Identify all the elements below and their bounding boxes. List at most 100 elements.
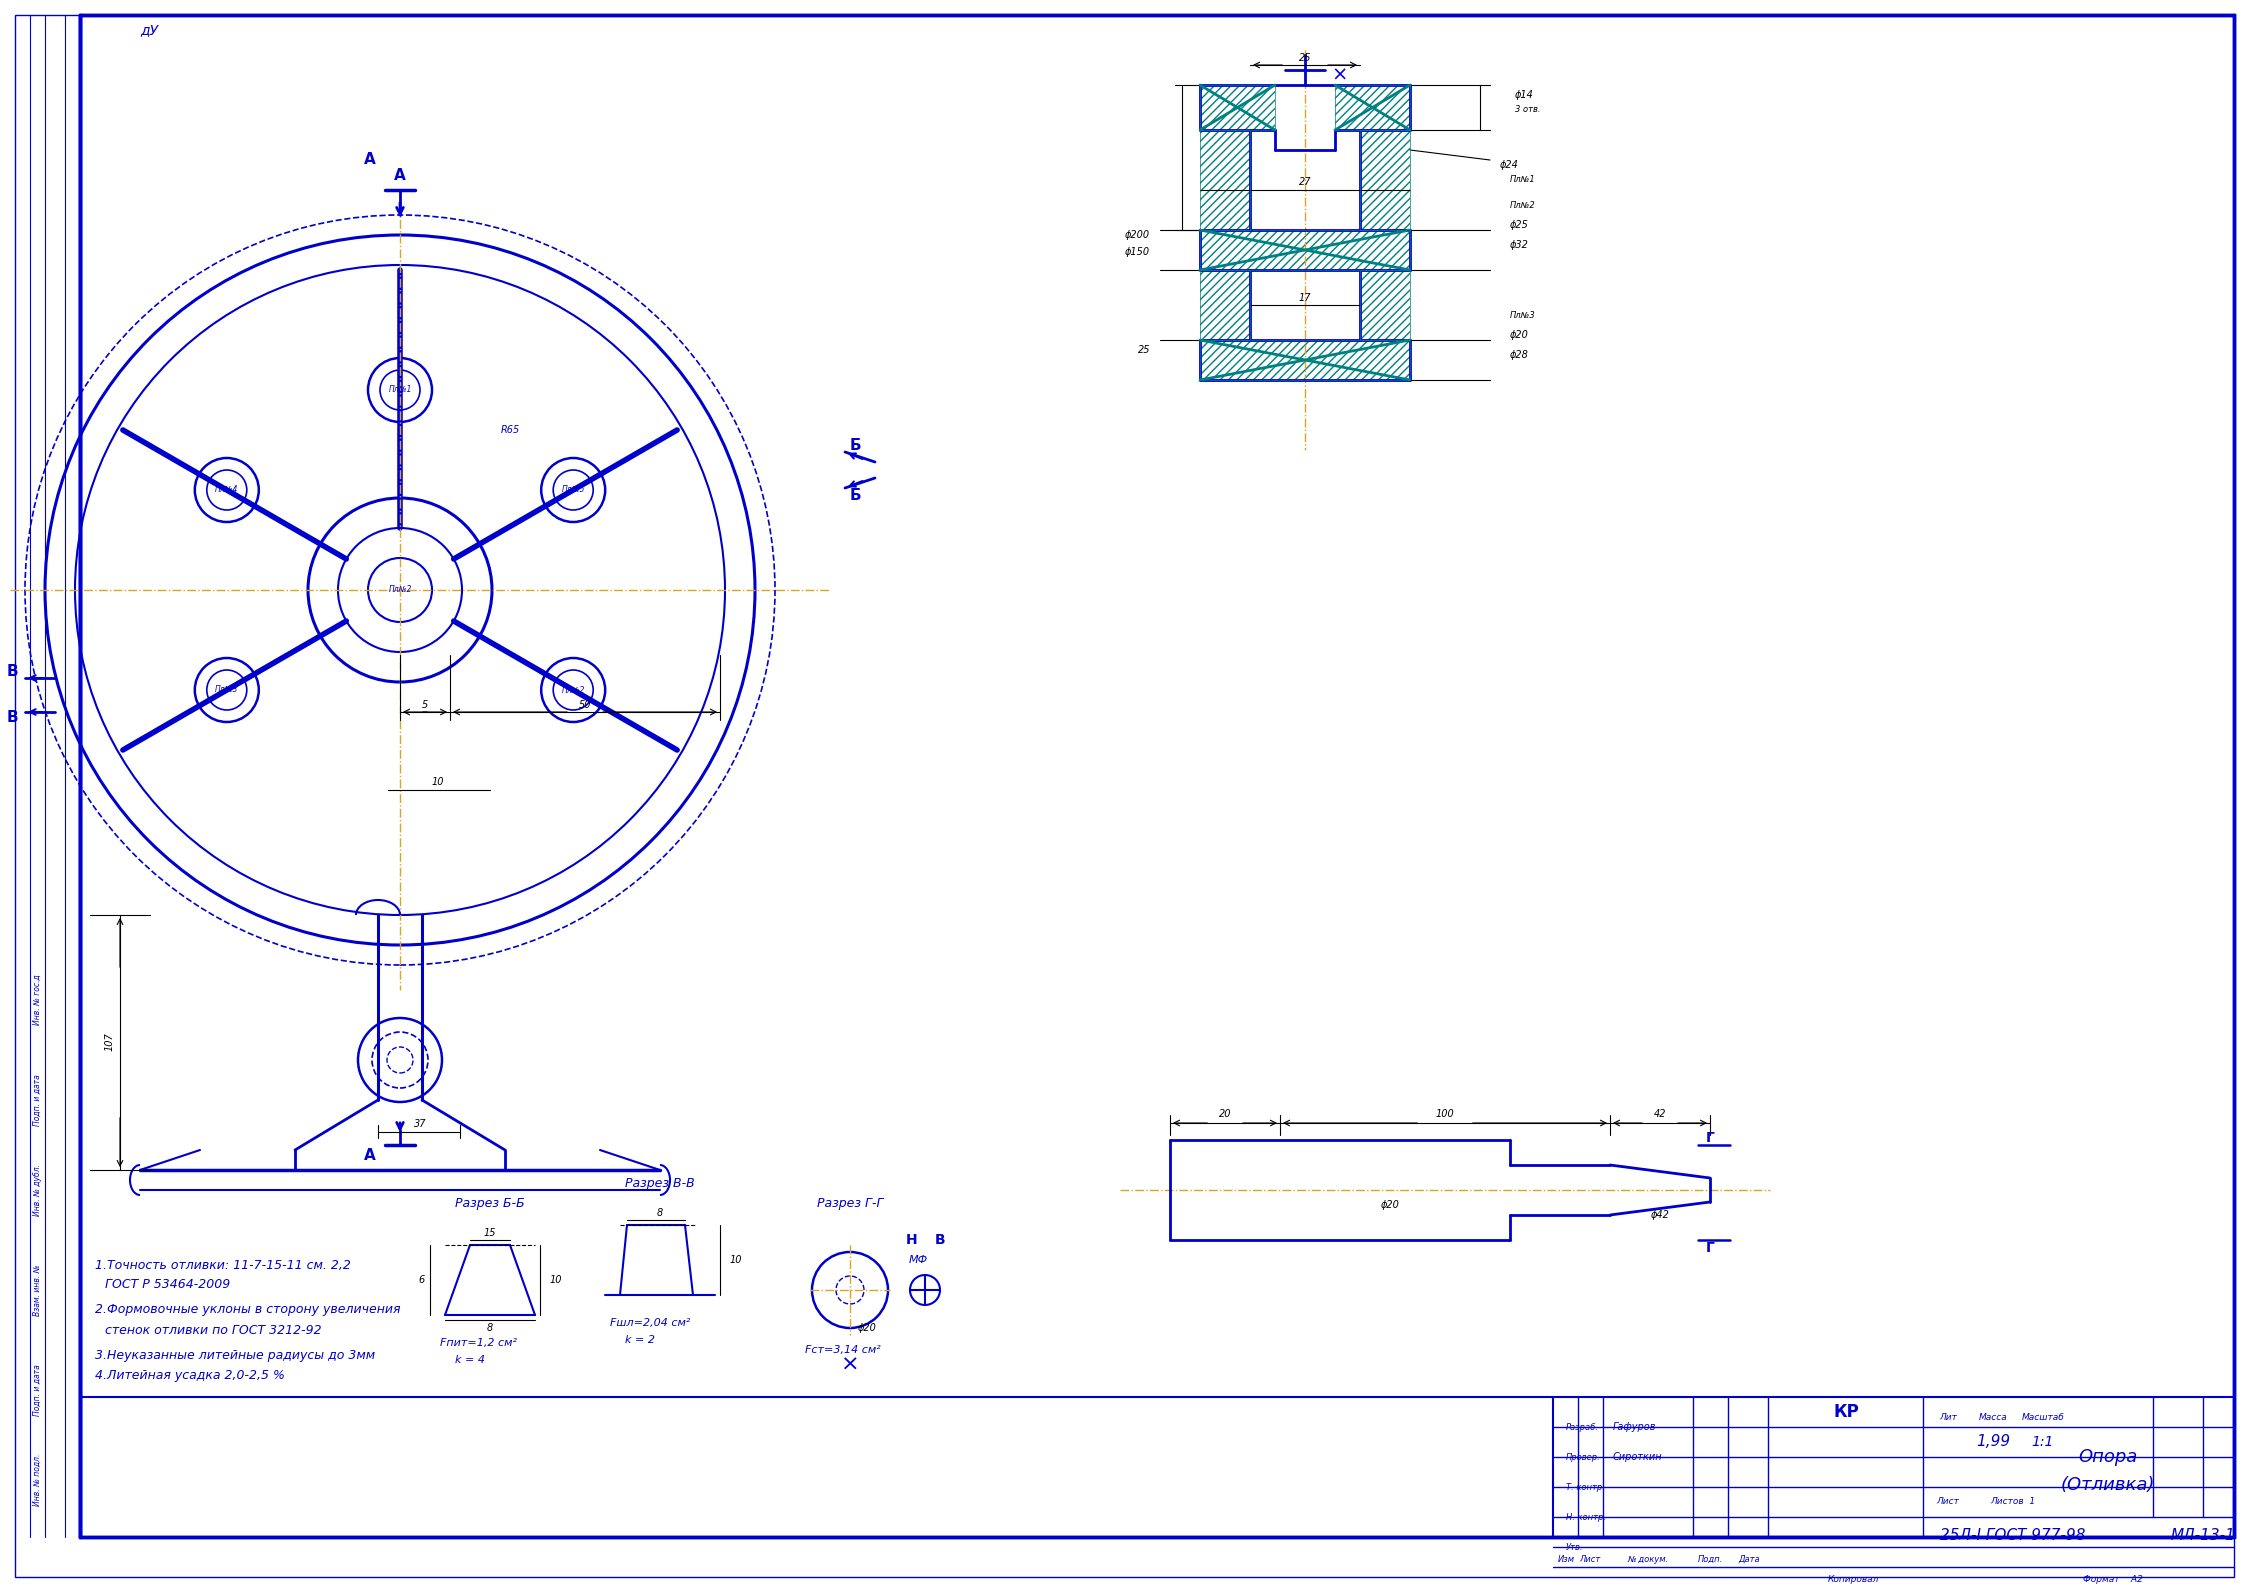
Bar	[1361, 131, 1410, 229]
Text: ϕ200: ϕ200	[1124, 229, 1149, 240]
Text: Подп. и дата: Подп. и дата	[31, 1364, 40, 1415]
Text: ϕ20: ϕ20	[859, 1323, 877, 1333]
Text: 10: 10	[432, 777, 445, 786]
Bar	[1201, 131, 1250, 229]
Text: Н. контр.: Н. контр.	[1565, 1512, 1606, 1522]
Text: ϕ24: ϕ24	[1500, 161, 1518, 170]
Text: 42: 42	[1653, 1110, 1667, 1119]
Text: 25: 25	[1138, 345, 1149, 355]
Text: 37: 37	[414, 1119, 427, 1129]
Text: 8: 8	[657, 1208, 663, 1218]
Text: ϕ20: ϕ20	[1509, 330, 1529, 341]
Text: МЛ-13-1: МЛ-13-1	[2170, 1527, 2236, 1543]
Text: 27: 27	[1298, 177, 1311, 186]
Text: Н: Н	[906, 1232, 918, 1247]
Text: Г: Г	[1705, 1130, 1714, 1145]
Text: 6: 6	[418, 1275, 425, 1285]
Text: ϕ150: ϕ150	[1124, 247, 1149, 256]
Text: Масштаб: Масштаб	[2022, 1412, 2065, 1422]
Text: А: А	[364, 153, 376, 167]
Text: Масса: Масса	[1979, 1412, 2008, 1422]
Text: Пл№1: Пл№1	[389, 385, 412, 395]
Text: Б: Б	[850, 487, 861, 503]
Text: 1.Точность отливки: 11-7-15-11 см. 2,2: 1.Точность отливки: 11-7-15-11 см. 2,2	[94, 1259, 351, 1272]
Text: Б: Б	[850, 438, 861, 452]
Text: 3 отв.: 3 отв.	[1516, 105, 1541, 115]
Text: Формат    А2: Формат А2	[2083, 1574, 2143, 1584]
Text: Пл№2: Пл№2	[562, 686, 585, 694]
Text: МФ: МФ	[909, 1254, 927, 1266]
Bar	[1554, 1398, 2233, 1536]
Text: Разрез Г-Г: Разрез Г-Г	[816, 1197, 884, 1210]
Bar	[1201, 229, 1410, 271]
Text: дУ: дУ	[139, 22, 157, 37]
Text: Fшл=2,04 см²: Fшл=2,04 см²	[609, 1318, 690, 1328]
Text: R65: R65	[499, 425, 520, 435]
Text: ϕ32: ϕ32	[1509, 240, 1529, 250]
Text: Fст=3,14 см²: Fст=3,14 см²	[805, 1345, 882, 1355]
Bar	[1361, 131, 1410, 229]
Text: 5: 5	[423, 700, 427, 710]
Text: Пл№4: Пл№4	[216, 486, 238, 495]
Text: Подп.: Подп.	[1698, 1554, 1723, 1563]
Text: Копировал: Копировал	[1826, 1574, 1878, 1584]
Text: 4.Литейная усадка 2,0-2,5 %: 4.Литейная усадка 2,0-2,5 %	[94, 1369, 286, 1382]
Text: 10: 10	[551, 1275, 562, 1285]
Bar	[1336, 84, 1410, 131]
Text: 100: 100	[1435, 1110, 1455, 1119]
Text: 3.Неуказанные литейные радиусы до 3мм: 3.Неуказанные литейные радиусы до 3мм	[94, 1348, 376, 1361]
Text: Fпит=1,2 см²: Fпит=1,2 см²	[441, 1337, 517, 1348]
Text: 17: 17	[1298, 293, 1311, 302]
Bar	[1201, 84, 1275, 131]
Text: ×: ×	[841, 1355, 859, 1375]
Text: Лист: Лист	[1579, 1554, 1601, 1563]
Text: Лит: Лит	[1939, 1412, 1957, 1422]
Text: 8: 8	[486, 1323, 493, 1333]
Text: Разрез Б-Б: Разрез Б-Б	[454, 1197, 524, 1210]
Bar	[1336, 84, 1410, 131]
Text: 15: 15	[484, 1227, 497, 1239]
Text: Изм: Изм	[1559, 1554, 1574, 1563]
Text: Провер.: Провер.	[1565, 1452, 1601, 1461]
Text: Пл№2: Пл№2	[1509, 201, 1536, 210]
Text: ϕ14: ϕ14	[1516, 91, 1534, 100]
Text: 25Л-I ГОСТ 977-98: 25Л-I ГОСТ 977-98	[1941, 1527, 2085, 1543]
Text: 20: 20	[1219, 1110, 1230, 1119]
Text: 107: 107	[106, 1033, 115, 1051]
Text: ГОСТ Р 53464-2009: ГОСТ Р 53464-2009	[106, 1278, 229, 1291]
Text: Лист: Лист	[1936, 1498, 1959, 1506]
Bar	[1201, 229, 1410, 271]
Bar	[1361, 271, 1410, 341]
Text: (Отливка): (Отливка)	[2060, 1476, 2155, 1493]
Bar	[1201, 271, 1250, 341]
Text: Инв. № дубл.: Инв. № дубл.	[31, 1164, 40, 1216]
Text: Утв.: Утв.	[1565, 1543, 1583, 1552]
Bar	[1201, 84, 1275, 131]
Text: А: А	[364, 1148, 376, 1162]
Text: Т. контр.: Т. контр.	[1565, 1482, 1606, 1492]
Text: Инв. № гос.д: Инв. № гос.д	[31, 974, 40, 1025]
Text: 2.Формовочные уклоны в сторону увеличения: 2.Формовочные уклоны в сторону увеличени…	[94, 1304, 400, 1317]
Text: 25: 25	[1298, 53, 1311, 64]
Bar	[1201, 131, 1250, 229]
Text: ϕ28: ϕ28	[1509, 350, 1529, 360]
Text: стенок отливки по ГОСТ 3212-92: стенок отливки по ГОСТ 3212-92	[106, 1323, 322, 1337]
Text: Г: Г	[1705, 1242, 1714, 1254]
Text: Сироткин: Сироткин	[1613, 1452, 1662, 1461]
Text: ϕ25: ϕ25	[1509, 220, 1529, 229]
Text: Листов  1: Листов 1	[1990, 1498, 2035, 1506]
Text: А: А	[394, 167, 405, 183]
Text: Гафуров: Гафуров	[1613, 1422, 1658, 1431]
Text: Взам. инв. №: Взам. инв. №	[31, 1264, 40, 1315]
Text: КР: КР	[1833, 1403, 1860, 1422]
Bar	[1361, 271, 1410, 341]
Text: Разраб.: Разраб.	[1565, 1423, 1599, 1431]
Text: 50: 50	[578, 700, 591, 710]
Text: В: В	[7, 664, 18, 680]
Text: Пл№3: Пл№3	[1509, 310, 1536, 320]
Text: В: В	[936, 1232, 945, 1247]
Bar	[1201, 341, 1410, 380]
Bar	[1201, 271, 1250, 341]
Text: Пл№5: Пл№5	[562, 486, 585, 495]
Text: ϕ20: ϕ20	[1381, 1200, 1399, 1210]
